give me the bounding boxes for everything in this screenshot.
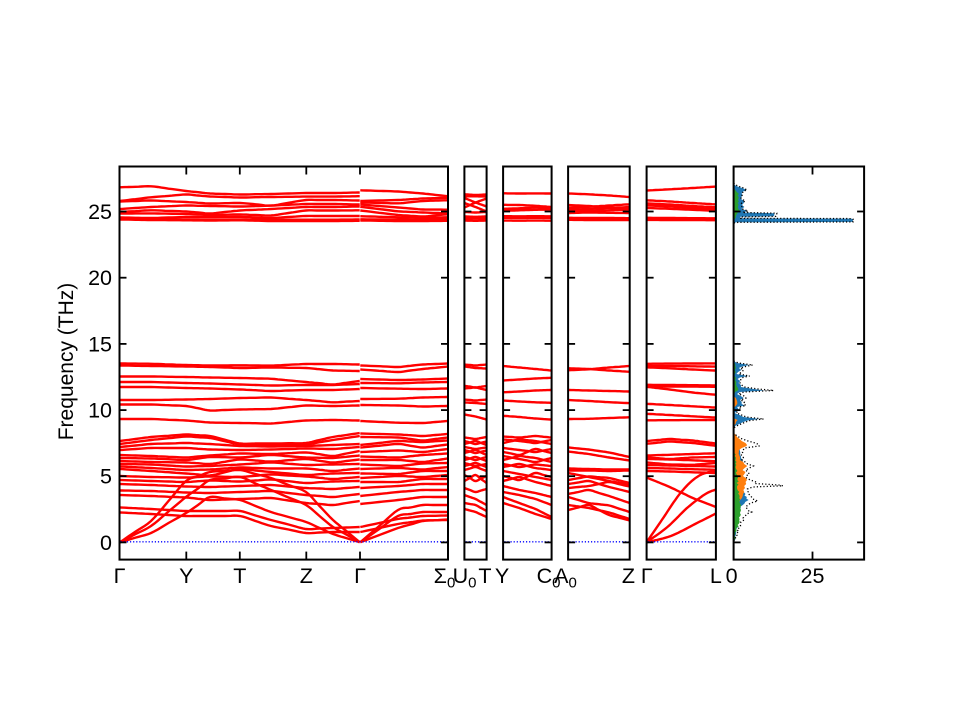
svg-text:Z: Z xyxy=(300,564,313,588)
svg-text:Z: Z xyxy=(622,564,635,588)
svg-text:25: 25 xyxy=(88,200,112,224)
svg-text:L: L xyxy=(710,564,722,588)
svg-text:20: 20 xyxy=(88,266,112,290)
svg-text:Frequency (THz): Frequency (THz) xyxy=(55,283,78,441)
svg-text:5: 5 xyxy=(100,465,112,489)
svg-text:0: 0 xyxy=(100,531,112,555)
svg-text:Γ: Γ xyxy=(641,564,653,588)
svg-text:Γ: Γ xyxy=(114,564,126,588)
svg-text:10: 10 xyxy=(88,399,112,423)
svg-text:15: 15 xyxy=(88,332,112,356)
svg-text:T: T xyxy=(478,564,491,588)
svg-text:Y: Y xyxy=(179,564,193,588)
svg-text:T: T xyxy=(233,564,246,588)
svg-text:Y: Y xyxy=(495,564,509,588)
svg-text:Γ: Γ xyxy=(354,564,366,588)
svg-text:25: 25 xyxy=(801,564,825,588)
svg-text:0: 0 xyxy=(726,564,738,588)
